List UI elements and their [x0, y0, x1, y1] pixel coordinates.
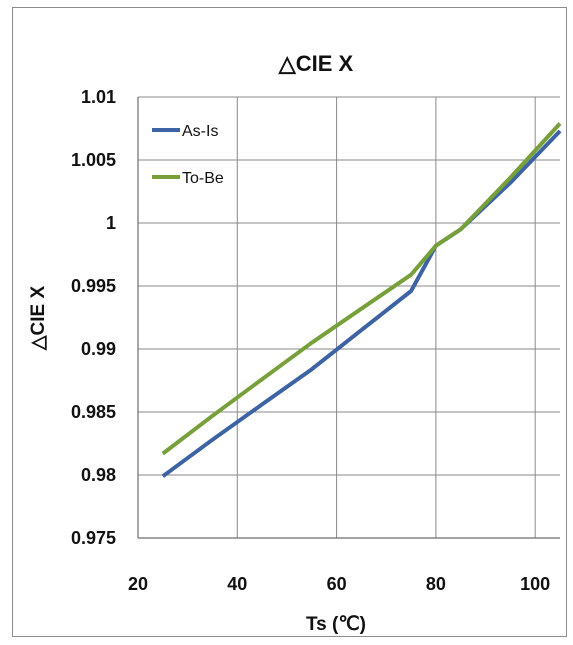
y-tick-label: 0.975 — [71, 528, 116, 548]
x-tick-label: 20 — [128, 574, 148, 594]
y-tick-label: 1.005 — [71, 150, 116, 170]
legend: As-Is To-Be — [152, 123, 224, 187]
y-tick-labels: 0.975 0.98 0.985 0.99 0.995 1 1.005 1.01 — [71, 87, 116, 548]
chart-title: △CIE X — [278, 51, 354, 76]
x-tick-labels: 20 40 60 80 100 — [128, 574, 550, 594]
legend-label-to-be: To-Be — [182, 170, 224, 187]
y-tick-label: 0.99 — [81, 339, 116, 359]
series-line-to-be — [161, 122, 562, 456]
y-tick-label: 0.995 — [71, 276, 116, 296]
y-tick-label: 0.98 — [81, 465, 116, 485]
series-lines — [161, 122, 562, 478]
y-tick-label: 1 — [106, 213, 116, 233]
y-tick-label: 0.985 — [71, 402, 116, 422]
x-axis-label: Ts (℃) — [306, 614, 366, 635]
chart-frame — [12, 7, 567, 637]
y-tick-label: 1.01 — [81, 87, 116, 107]
x-tick-label: 80 — [426, 574, 446, 594]
legend-label-as-is: As-Is — [182, 123, 218, 140]
y-axis-label: △CIE X — [28, 286, 49, 352]
x-tick-label: 100 — [520, 574, 550, 594]
x-tick-label: 40 — [227, 574, 247, 594]
x-tick-label: 60 — [327, 574, 347, 594]
